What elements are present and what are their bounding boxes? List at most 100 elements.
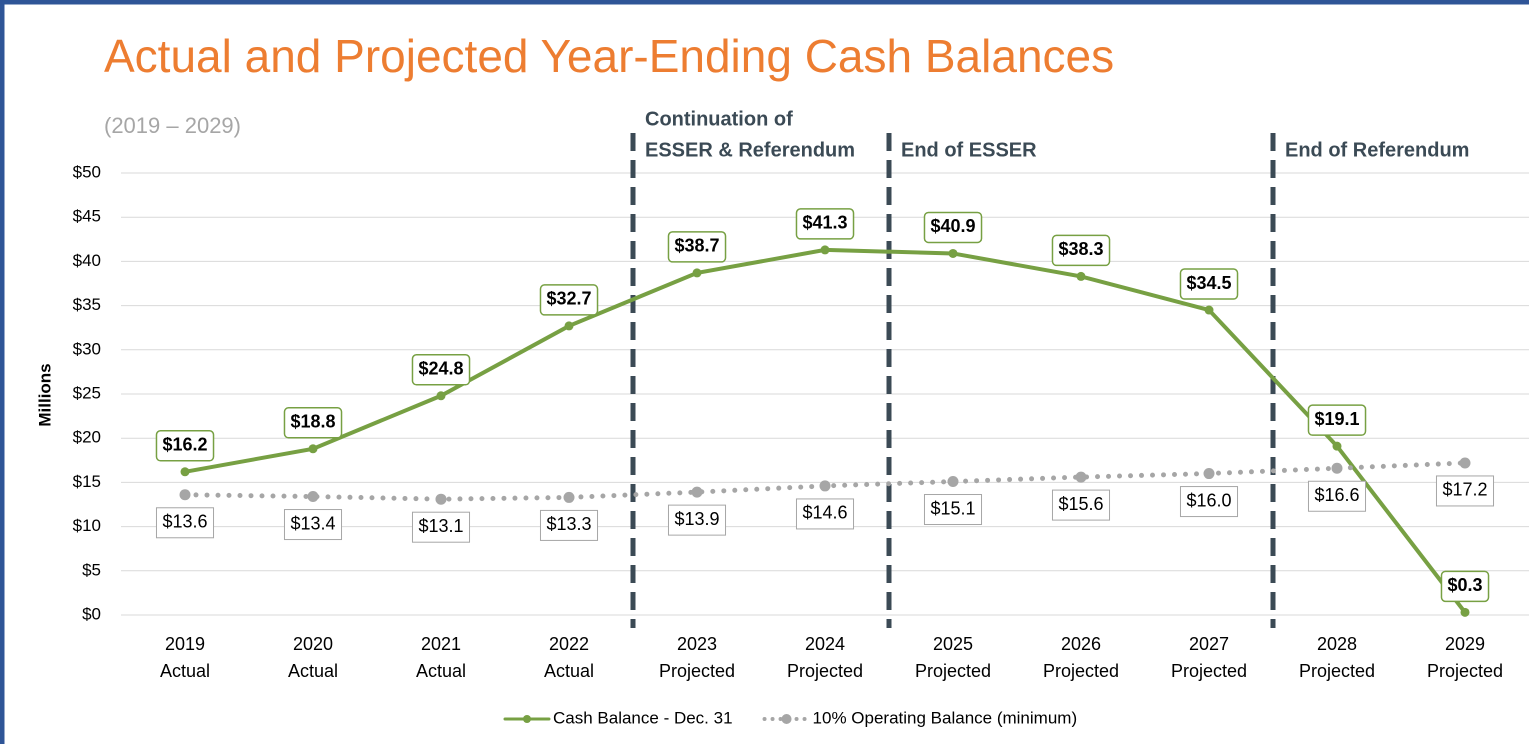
data-label: $34.5 bbox=[1186, 273, 1231, 293]
data-label-box bbox=[667, 231, 727, 263]
data-label-box bbox=[155, 507, 215, 539]
legend-marker bbox=[781, 714, 792, 724]
annotation: Continuation of bbox=[645, 108, 793, 130]
x-tick-label: Projected bbox=[1171, 661, 1247, 681]
x-tick-label: Projected bbox=[659, 661, 735, 681]
point bbox=[1459, 457, 1471, 469]
x-tick-label: Projected bbox=[1299, 661, 1375, 681]
x-tick-label: 2027 bbox=[1189, 634, 1229, 654]
data-label: $13.1 bbox=[418, 516, 463, 536]
data-label: $13.6 bbox=[162, 512, 207, 532]
x-tick-label: Projected bbox=[915, 661, 991, 681]
x-tick-label: Actual bbox=[160, 661, 210, 681]
y-tick-label: $30 bbox=[73, 339, 101, 358]
data-label-box bbox=[411, 511, 471, 543]
x-tick-label: 2020 bbox=[293, 634, 333, 654]
x-tick-label: 2023 bbox=[677, 634, 717, 654]
point bbox=[436, 391, 446, 401]
y-tick-label: $25 bbox=[73, 383, 101, 402]
y-axis-label: Millions bbox=[35, 363, 54, 426]
x-tick-label: Actual bbox=[416, 661, 466, 681]
data-label-box bbox=[155, 430, 215, 462]
annotation: ESSER & Referendum bbox=[645, 139, 855, 161]
x-tick-label: Projected bbox=[1043, 661, 1119, 681]
y-tick-label: $0 bbox=[82, 604, 101, 623]
y-tick-label: $20 bbox=[73, 428, 101, 447]
x-tick-label: Projected bbox=[787, 661, 863, 681]
point bbox=[1076, 271, 1086, 281]
data-label: $38.3 bbox=[1058, 239, 1103, 259]
data-label: $0.3 bbox=[1447, 575, 1482, 595]
data-label: $40.9 bbox=[930, 216, 975, 236]
y-tick-label: $5 bbox=[82, 560, 101, 579]
x-tick-label: 2028 bbox=[1317, 634, 1357, 654]
data-label: $14.6 bbox=[802, 503, 847, 523]
data-label-box bbox=[539, 509, 599, 541]
point bbox=[179, 489, 191, 501]
data-label-box bbox=[411, 354, 471, 386]
data-label-box bbox=[1435, 475, 1495, 507]
data-label: $16.2 bbox=[162, 435, 207, 455]
x-tick-label: Actual bbox=[544, 661, 594, 681]
point bbox=[691, 486, 703, 498]
data-label-box bbox=[795, 208, 855, 240]
y-tick-label: $50 bbox=[73, 162, 101, 181]
data-label-box bbox=[923, 494, 983, 526]
point bbox=[820, 245, 830, 255]
data-label-box bbox=[1440, 570, 1490, 603]
point bbox=[948, 248, 958, 258]
data-label: $13.4 bbox=[290, 513, 335, 533]
y-tick-label: $35 bbox=[73, 295, 101, 314]
x-tick-label: 2026 bbox=[1061, 634, 1101, 654]
x-tick-label: Projected bbox=[1427, 661, 1503, 681]
data-label-box bbox=[1307, 404, 1367, 436]
point bbox=[308, 444, 318, 454]
data-label: $13.9 bbox=[674, 509, 719, 529]
point bbox=[1331, 462, 1343, 474]
legend-label: 10% Operating Balance (minimum) bbox=[813, 708, 1078, 727]
x-tick-label: 2024 bbox=[805, 634, 845, 654]
data-label: $24.8 bbox=[418, 359, 463, 379]
legend-label: Cash Balance - Dec. 31 bbox=[553, 708, 733, 727]
point bbox=[435, 493, 447, 505]
data-label-box bbox=[539, 284, 599, 316]
point bbox=[564, 321, 574, 331]
data-label-box bbox=[1179, 268, 1239, 300]
x-tick-label: 2021 bbox=[421, 634, 461, 654]
data-label: $13.3 bbox=[546, 514, 591, 534]
data-label: $16.0 bbox=[1186, 490, 1231, 510]
data-label-box bbox=[283, 509, 343, 541]
data-label: $16.6 bbox=[1314, 485, 1359, 505]
x-tick-label: Actual bbox=[288, 661, 338, 681]
annotation: End of Referendum bbox=[1285, 139, 1469, 161]
data-label: $15.1 bbox=[930, 498, 975, 518]
data-label: $19.1 bbox=[1314, 409, 1359, 429]
point bbox=[1075, 471, 1087, 483]
y-tick-label: $45 bbox=[73, 207, 101, 226]
data-label-box bbox=[1051, 234, 1111, 267]
chart-subtitle: (2019 – 2029) bbox=[104, 113, 241, 138]
annotation: End of ESSER bbox=[901, 139, 1037, 161]
data-label-box bbox=[1051, 489, 1111, 521]
y-tick-label: $40 bbox=[73, 251, 101, 270]
point bbox=[1460, 607, 1470, 617]
chart-title: Actual and Projected Year-Ending Cash Ba… bbox=[104, 30, 1114, 82]
data-label: $38.7 bbox=[674, 236, 719, 256]
x-tick-label: 2022 bbox=[549, 634, 589, 654]
data-label: $17.2 bbox=[1442, 480, 1487, 500]
legend-marker bbox=[523, 715, 531, 723]
data-label-box bbox=[795, 498, 855, 530]
point bbox=[180, 467, 190, 477]
data-label-box bbox=[667, 504, 727, 536]
point bbox=[947, 476, 959, 488]
data-label-box bbox=[1179, 486, 1239, 518]
x-tick-label: 2029 bbox=[1445, 634, 1485, 654]
data-label: $41.3 bbox=[802, 213, 847, 233]
data-label: $18.8 bbox=[290, 412, 335, 432]
point bbox=[1203, 468, 1215, 480]
x-tick-label: 2019 bbox=[165, 634, 205, 654]
data-label-box bbox=[1307, 480, 1367, 512]
data-label: $15.6 bbox=[1058, 494, 1103, 514]
y-tick-label: $15 bbox=[73, 472, 101, 491]
